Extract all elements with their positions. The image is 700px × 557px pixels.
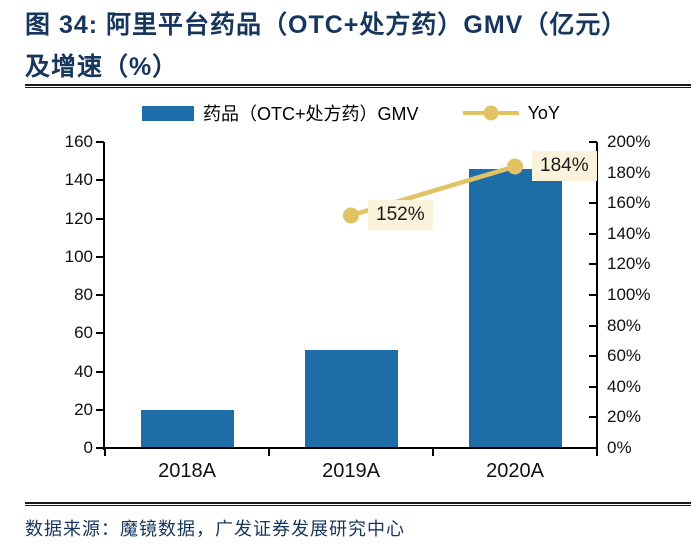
left-axis-tick-label: 140 <box>64 170 93 190</box>
x-axis-line <box>103 447 598 449</box>
left-axis-tick <box>96 294 104 296</box>
x-axis-label-2019A: 2019A <box>322 460 380 482</box>
left-axis-tick-label: 100 <box>64 246 93 266</box>
left-axis-tick-label: 20 <box>74 399 93 419</box>
right-axis-tick <box>589 202 597 205</box>
right-axis-line <box>596 142 598 450</box>
right-axis-tick <box>589 294 597 296</box>
left-axis-tick-label: 120 <box>64 208 93 228</box>
right-axis-tick-label: 20% <box>607 407 642 427</box>
x-axis-tick <box>104 448 106 456</box>
bar-legend-swatch <box>142 105 195 121</box>
left-axis-tick-label: 40 <box>74 361 93 381</box>
right-axis-tick <box>589 385 597 388</box>
right-axis-tick-label: 0% <box>607 438 632 457</box>
left-axis-tick-label: 0 <box>83 438 93 457</box>
x-axis-label-2018A: 2018A <box>158 460 216 482</box>
title-divider <box>25 84 691 88</box>
source-divider <box>25 502 691 506</box>
bar-2018A <box>140 410 234 448</box>
bar-2020A <box>468 169 562 448</box>
yoy-point-marker <box>343 207 359 224</box>
legend-label-yoy: YoY <box>527 102 560 123</box>
x-axis-label-2020A: 2020A <box>486 460 544 482</box>
line-legend-marker-icon <box>483 105 499 121</box>
left-axis-tick-label: 160 <box>64 132 93 151</box>
figure-title-line2: 及增速（%） <box>25 53 179 81</box>
right-axis-tick <box>589 447 597 449</box>
line-legend-swatch <box>462 105 519 121</box>
legend-item-gmv: 药品（OTC+处方药）GMV <box>142 100 419 126</box>
right-axis-tick-label: 140% <box>607 223 651 243</box>
right-axis-tick <box>589 355 597 358</box>
yoy-point-label-2019A: 152% <box>368 200 433 231</box>
right-axis-tick-label: 60% <box>607 346 642 366</box>
figure-title-line1: 图 34: 阿里平台药品（OTC+处方药）GMV（亿元） <box>25 11 628 39</box>
legend-label-gmv: 药品（OTC+处方药）GMV <box>203 104 419 124</box>
left-axis-tick <box>96 370 104 373</box>
left-axis-tick <box>96 408 104 411</box>
right-axis-tick <box>589 263 597 266</box>
right-axis-tick <box>589 232 597 235</box>
x-axis-tick <box>432 448 434 456</box>
right-axis-tick-label: 80% <box>607 315 642 335</box>
right-axis-tick <box>589 416 597 419</box>
left-axis-tick <box>96 332 104 335</box>
yoy-point-label-2020A: 184% <box>532 151 597 182</box>
right-axis-tick-label: 40% <box>607 376 642 396</box>
right-axis-tick-label: 180% <box>607 162 651 182</box>
right-axis-tick-label: 120% <box>607 254 651 274</box>
left-axis-line <box>103 142 105 450</box>
left-axis-tick <box>96 179 104 182</box>
bar-2019A <box>304 350 398 448</box>
left-axis-tick <box>96 255 104 258</box>
x-axis-tick <box>596 448 598 456</box>
source-note: 数据来源：魔镜数据，广发证券发展研究中心 <box>25 519 405 539</box>
left-axis-tick <box>96 217 104 220</box>
right-axis-tick-label: 160% <box>607 193 651 213</box>
right-axis-tick <box>589 324 597 327</box>
x-axis-tick <box>268 448 270 456</box>
right-axis-tick <box>589 141 597 143</box>
left-axis-tick-label: 80 <box>74 285 93 304</box>
left-axis-tick <box>96 447 104 449</box>
legend-item-yoy: YoY <box>462 102 560 124</box>
left-axis-tick <box>96 141 104 143</box>
left-axis-tick-label: 60 <box>74 323 93 343</box>
right-axis-tick-label: 200% <box>607 132 651 151</box>
figure-title: 图 34: 阿里平台药品（OTC+处方药）GMV（亿元） 及增速（%） <box>25 4 685 88</box>
chart-legend: 药品（OTC+处方药）GMV YoY <box>105 100 597 126</box>
right-axis-tick-label: 100% <box>607 285 651 304</box>
